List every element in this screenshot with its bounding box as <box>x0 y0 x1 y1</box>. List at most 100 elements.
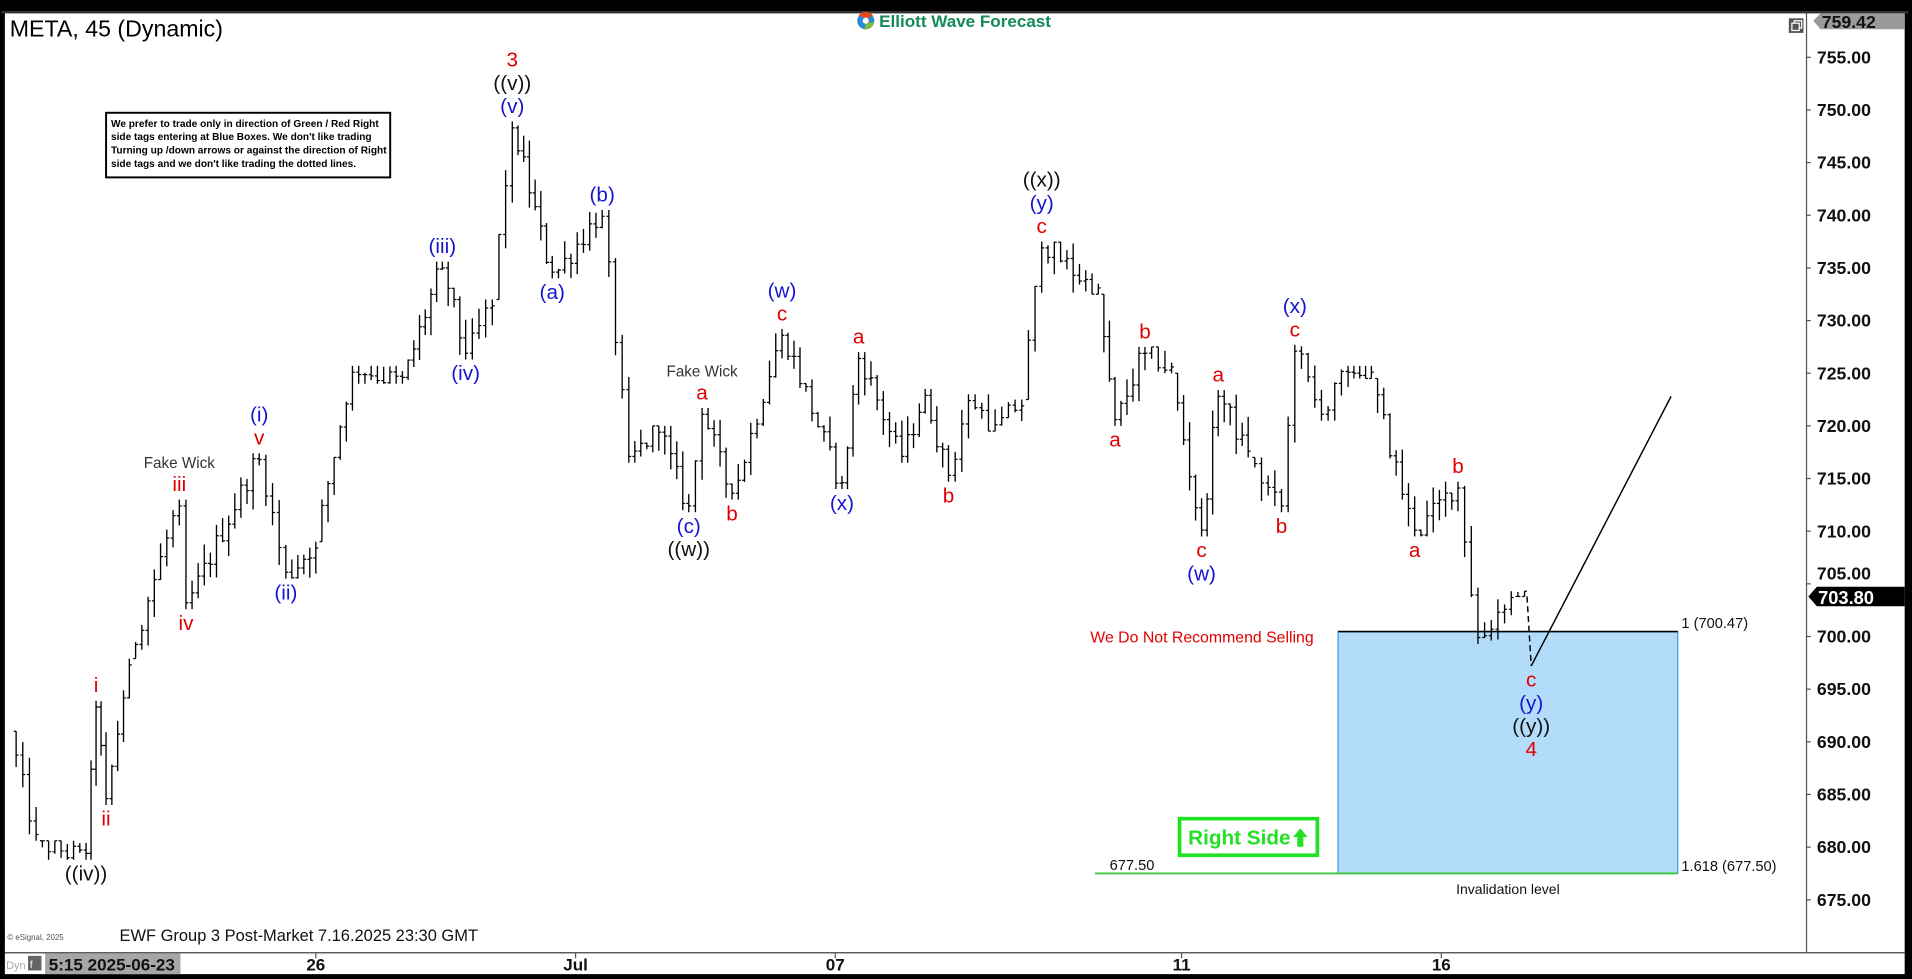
ohlc-bar <box>1089 273 1095 295</box>
blue-box-layer: 1 (700.47) 1.618 (677.50) Invalidation lev… <box>1090 616 1776 897</box>
ohlc-bar <box>1155 346 1161 372</box>
ohlc-bar <box>469 318 475 360</box>
ohlc-bar <box>232 493 238 529</box>
wave-label: b <box>1139 320 1151 343</box>
ohlc-bar <box>201 544 207 586</box>
ohlc-bar <box>711 420 717 447</box>
svg-text:f: f <box>30 960 33 971</box>
fib-1618-label: 1.618 (677.50) <box>1681 859 1776 875</box>
ohlc-bar <box>289 559 295 579</box>
ohlc-bar <box>195 563 201 599</box>
ohlc-bar <box>674 441 680 480</box>
ohlc-bar <box>1070 243 1076 293</box>
price-axis[interactable]: 675.00 680.00 685.00 690.00 695.00 700.00 705.… <box>1805 12 1905 910</box>
ohlc-bar <box>1495 599 1501 640</box>
ohlc-bar <box>1107 320 1112 382</box>
ohlc-bar <box>139 624 145 650</box>
wave-label: (x) <box>830 492 854 515</box>
ohlc-bar <box>121 690 126 743</box>
ohlc-bar <box>1259 457 1264 502</box>
ohlc-bar <box>1245 416 1251 458</box>
ohlc-bar <box>313 541 319 574</box>
right-side-label: Right Side <box>1188 826 1290 849</box>
ohlc-bar <box>809 379 815 422</box>
dyn-mode-label[interactable]: Dyn <box>6 960 26 972</box>
ohlc-bar <box>613 258 618 356</box>
ohlc-bar <box>1025 330 1031 401</box>
ohlc-bar <box>821 425 827 442</box>
wave-label: (iii) <box>429 235 457 258</box>
wave-label: (iv) <box>451 362 480 385</box>
ohlc-bar <box>1193 474 1199 521</box>
ohlc-bar <box>928 389 934 424</box>
ohlc-bar <box>270 483 275 526</box>
wave-label: iv <box>178 612 194 635</box>
wave-label: a <box>1212 364 1224 387</box>
restore-window-icon[interactable] <box>1788 18 1804 33</box>
ohlc-bar <box>686 494 692 513</box>
ohlc-bar <box>940 442 946 468</box>
ohlc-bar <box>735 463 741 500</box>
ohlc-bar <box>457 296 463 355</box>
ohlc-bar <box>1345 365 1351 387</box>
ohlc-bar <box>183 499 189 610</box>
ohlc-bar <box>1305 352 1311 383</box>
ohlc-bar <box>893 422 899 444</box>
ohlc-bar <box>1399 449 1405 500</box>
ohlc-bar <box>411 340 417 367</box>
ohlc-bar <box>587 212 593 251</box>
ohlc-bars <box>13 121 1528 860</box>
projection-dashed-line <box>1526 596 1532 667</box>
wave-label: i <box>94 674 99 697</box>
ohlc-bar <box>1393 450 1399 476</box>
ohlc-bar <box>1299 346 1304 369</box>
fake-wick-label: Fake Wick <box>667 363 738 380</box>
ohlc-bar <box>1475 587 1481 644</box>
ohlc-bar <box>1502 604 1508 624</box>
wave-label: (y) <box>1519 692 1543 715</box>
ohlc-bar <box>742 459 747 482</box>
y-tick-label: 710.00 <box>1817 521 1871 541</box>
ohlc-bar <box>992 409 998 432</box>
wave-label: ((y)) <box>1512 715 1550 738</box>
ohlc-bar <box>244 479 250 505</box>
ohlc-bar <box>434 261 440 303</box>
ohlc-bar <box>263 454 269 507</box>
ohlc-bar <box>723 447 729 498</box>
ohlc-bar <box>1272 470 1278 507</box>
ohlc-bar <box>760 398 766 427</box>
ohlc-bar <box>568 253 574 279</box>
ohlc-bar <box>319 499 325 543</box>
ohlc-bar <box>27 757 32 835</box>
ohlc-bar <box>803 382 809 392</box>
ohlc-bar <box>999 406 1005 426</box>
ohlc-bar <box>276 500 282 565</box>
x-tick-label: Jul <box>563 955 588 974</box>
ohlc-bar <box>862 352 868 396</box>
lock-icon[interactable]: f <box>28 955 42 971</box>
y-tick-label: 705.00 <box>1817 563 1871 583</box>
ohlc-bar <box>874 375 880 411</box>
ohlc-bar <box>71 840 77 860</box>
ohlc-bar <box>189 580 195 610</box>
time-axis-labels[interactable]: 26 Jul 07 11 16 <box>306 953 1451 974</box>
ohlc-bar <box>428 288 434 336</box>
ohlc-bar <box>1187 422 1193 491</box>
ohlc-bar <box>934 406 940 453</box>
ohlc-bar <box>58 840 64 858</box>
wave-label: c <box>777 302 787 325</box>
ohlc-bar <box>381 366 387 384</box>
ohlc-bar <box>207 552 213 578</box>
wave-label: (w) <box>768 279 797 302</box>
ohlc-bar <box>1112 376 1118 426</box>
ohlc-bar <box>1051 241 1057 275</box>
trading-notice: We prefer to trade only in direction of … <box>105 111 392 179</box>
ohlc-bar <box>779 328 785 359</box>
wave-label: ((iv)) <box>65 862 108 885</box>
wave-label: b <box>1452 455 1464 478</box>
ohlc-bar <box>1058 241 1064 263</box>
plot-area[interactable]: 1 (700.47) 1.618 (677.50) Invalidation lev… <box>13 49 1777 897</box>
wave-label: (x) <box>1283 295 1307 318</box>
y-tick-label: 725.00 <box>1817 363 1871 383</box>
